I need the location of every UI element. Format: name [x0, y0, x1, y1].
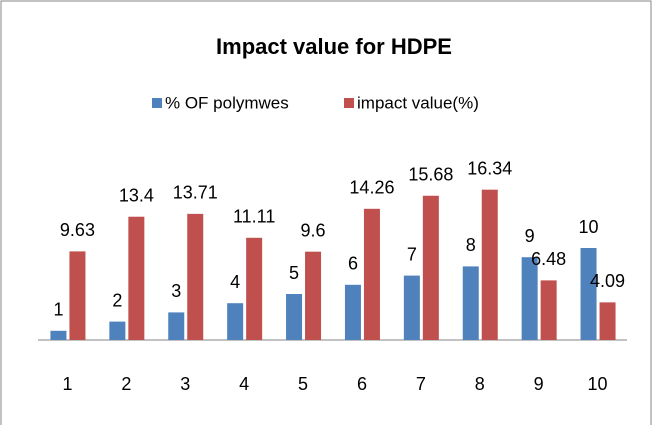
bar — [187, 213, 204, 340]
bar — [363, 208, 380, 340]
data-label: 6 — [348, 254, 358, 274]
data-label: 13.71 — [173, 183, 218, 203]
bar — [344, 284, 361, 340]
bar — [481, 189, 498, 340]
bar — [109, 321, 126, 340]
data-label: 4 — [230, 272, 240, 292]
x-tick-label: 7 — [416, 374, 426, 394]
data-label: 6.48 — [531, 249, 566, 269]
data-label: 7 — [407, 244, 417, 264]
data-label: 10 — [579, 217, 599, 237]
bar — [540, 280, 557, 340]
x-tick-label: 4 — [239, 374, 249, 394]
bar — [580, 248, 597, 340]
data-label: 5 — [289, 263, 299, 283]
x-tick-label: 1 — [62, 374, 72, 394]
chart-title: Impact value for HDPE — [216, 34, 452, 59]
bar — [305, 251, 322, 340]
bar — [286, 294, 303, 340]
bar — [128, 216, 145, 340]
x-tick-label: 2 — [121, 374, 131, 394]
x-tick-label: 10 — [588, 374, 608, 394]
bar — [168, 312, 185, 340]
data-label: 1 — [53, 300, 63, 320]
bar — [50, 330, 67, 340]
data-label: 2 — [112, 290, 122, 310]
data-label: 15.68 — [408, 164, 453, 184]
data-label: 11.11 — [233, 207, 275, 227]
bar — [422, 195, 439, 340]
data-label: 4.09 — [590, 271, 625, 291]
x-tick-label: 9 — [534, 374, 544, 394]
bar — [462, 266, 479, 340]
legend-label: % OF polymwes — [165, 93, 289, 112]
data-label: 8 — [466, 235, 476, 255]
bar — [403, 275, 420, 340]
data-label: 14.26 — [349, 178, 394, 198]
legend-swatch — [344, 98, 354, 108]
bar — [246, 237, 263, 340]
bar — [521, 257, 538, 340]
data-label: 9.63 — [60, 220, 95, 240]
x-tick-label: 6 — [357, 374, 367, 394]
data-label: 16.34 — [467, 158, 512, 178]
x-tick-label: 3 — [180, 374, 190, 394]
bar — [599, 302, 616, 340]
bar — [69, 251, 86, 340]
bar — [227, 303, 244, 340]
data-label: 9.6 — [301, 220, 326, 240]
legend-swatch — [152, 98, 162, 108]
x-tick-label: 5 — [298, 374, 308, 394]
data-label: 3 — [171, 281, 181, 301]
x-tick-label: 8 — [475, 374, 485, 394]
data-label: 13.4 — [119, 185, 154, 205]
data-label: 9 — [525, 226, 535, 246]
legend-label: impact value(%) — [357, 93, 479, 112]
